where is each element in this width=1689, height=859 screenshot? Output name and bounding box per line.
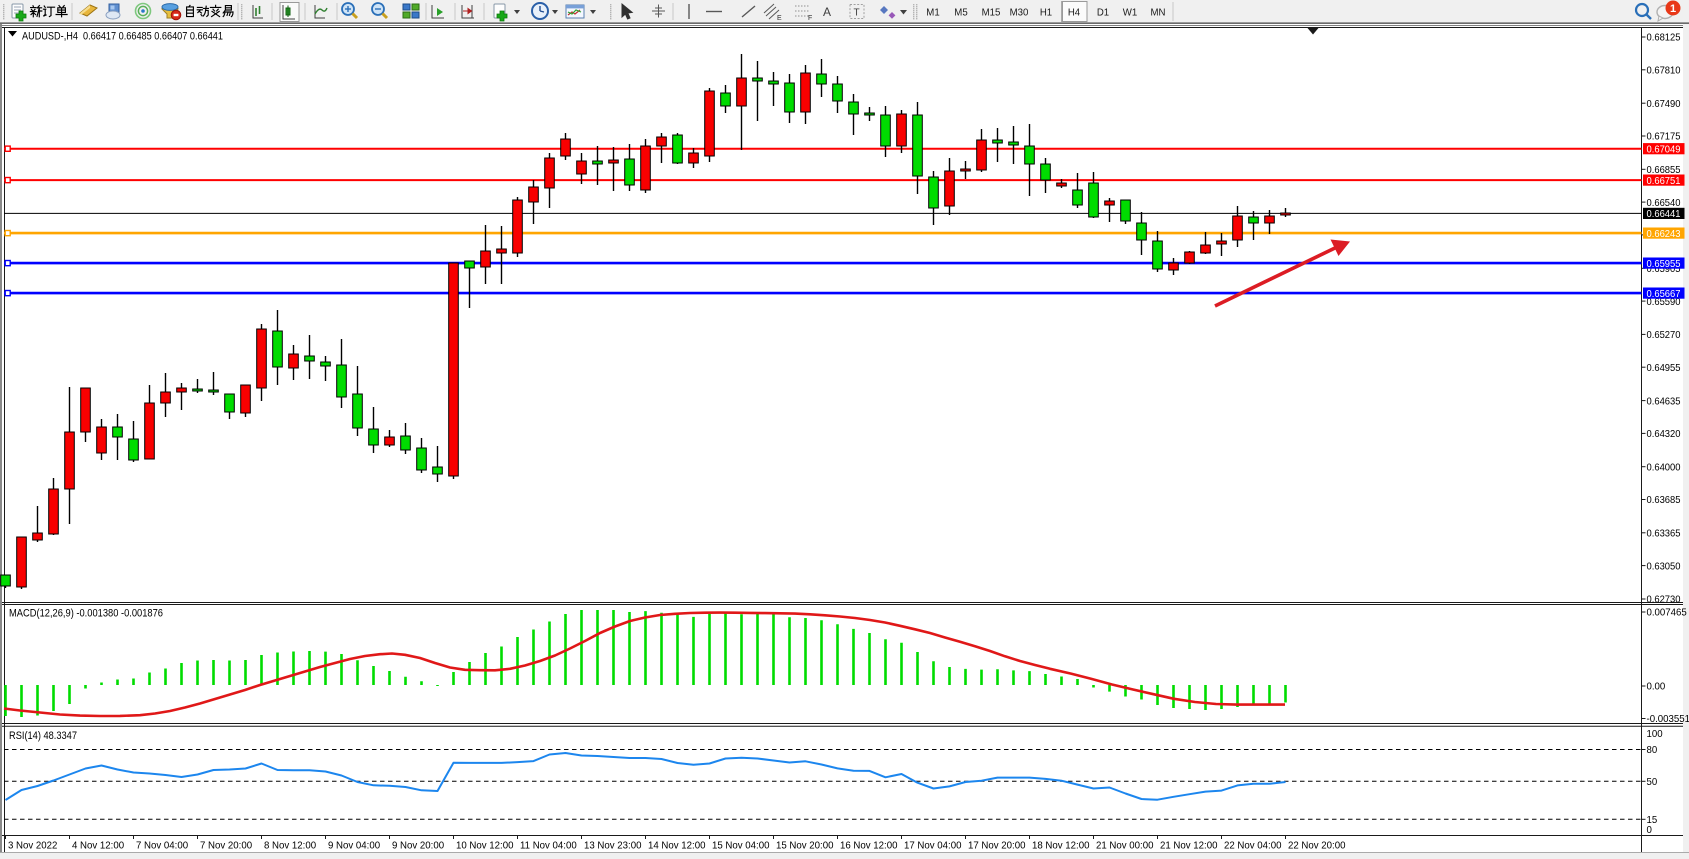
svg-text:0.65955: 0.65955 — [1647, 258, 1681, 270]
svg-text:F: F — [808, 15, 812, 22]
svg-text:0.65270: 0.65270 — [1647, 329, 1681, 341]
svg-text:13 Nov 23:00: 13 Nov 23:00 — [584, 840, 642, 852]
svg-text:22 Nov 20:00: 22 Nov 20:00 — [1288, 840, 1346, 852]
svg-text:10 Nov 12:00: 10 Nov 12:00 — [456, 840, 514, 852]
svg-text:0.64320: 0.64320 — [1647, 428, 1681, 440]
svg-text:100: 100 — [1647, 728, 1663, 740]
svg-text:18 Nov 12:00: 18 Nov 12:00 — [1032, 840, 1090, 852]
svg-text:0.63685: 0.63685 — [1647, 494, 1681, 506]
svg-text:17 Nov 04:00: 17 Nov 04:00 — [904, 840, 962, 852]
svg-text:0.68125: 0.68125 — [1647, 32, 1681, 44]
svg-text:RSI(14) 48.3347: RSI(14) 48.3347 — [9, 730, 77, 742]
svg-text:21 Nov 12:00: 21 Nov 12:00 — [1160, 840, 1218, 852]
svg-text:0.63365: 0.63365 — [1647, 528, 1681, 540]
svg-text:0.63050: 0.63050 — [1647, 560, 1681, 572]
svg-text:MACD(12,26,9) -0.001380 -0.001: MACD(12,26,9) -0.001380 -0.001876 — [9, 608, 163, 620]
svg-text:0.66441: 0.66441 — [1647, 208, 1681, 220]
svg-text:22 Nov 04:00: 22 Nov 04:00 — [1224, 840, 1282, 852]
svg-text:14 Nov 12:00: 14 Nov 12:00 — [648, 840, 706, 852]
svg-text:21 Nov 00:00: 21 Nov 00:00 — [1096, 840, 1154, 852]
svg-text:AUDUSD-,H4 0.66417 0.66485 0.: AUDUSD-,H4 0.66417 0.66485 0.66407 0.664… — [22, 31, 223, 43]
svg-text:0.67810: 0.67810 — [1647, 65, 1681, 77]
svg-text:0.66540: 0.66540 — [1647, 197, 1681, 209]
svg-text:T: T — [854, 8, 860, 19]
svg-text:4 Nov 12:00: 4 Nov 12:00 — [72, 840, 124, 852]
svg-text:15 Nov 20:00: 15 Nov 20:00 — [776, 840, 834, 852]
svg-text:8 Nov 12:00: 8 Nov 12:00 — [264, 840, 316, 852]
svg-text:0.66751: 0.66751 — [1647, 175, 1681, 187]
svg-text:0.64635: 0.64635 — [1647, 395, 1681, 407]
svg-text:0: 0 — [1647, 824, 1653, 836]
svg-text:9 Nov 20:00: 9 Nov 20:00 — [392, 840, 444, 852]
svg-text:0.67049: 0.67049 — [1647, 143, 1681, 155]
svg-text:0.64000: 0.64000 — [1647, 461, 1681, 473]
svg-text:M30: M30 — [1010, 6, 1029, 18]
svg-text:0.66855: 0.66855 — [1647, 164, 1681, 176]
svg-text:0.65667: 0.65667 — [1647, 288, 1681, 300]
svg-text:7 Nov 04:00: 7 Nov 04:00 — [136, 840, 188, 852]
svg-text:0.62730: 0.62730 — [1647, 594, 1681, 606]
svg-text:M1: M1 — [926, 6, 940, 18]
svg-text:H4: H4 — [1068, 6, 1080, 18]
svg-text:A: A — [823, 5, 831, 19]
svg-text:50: 50 — [1647, 776, 1658, 788]
svg-text:0.00: 0.00 — [1647, 681, 1666, 693]
svg-text:MN: MN — [1151, 6, 1166, 18]
svg-text:15 Nov 04:00: 15 Nov 04:00 — [712, 840, 770, 852]
svg-text:M15: M15 — [982, 6, 1001, 18]
svg-text:0.66243: 0.66243 — [1647, 228, 1681, 240]
svg-text:0.67175: 0.67175 — [1647, 131, 1681, 143]
svg-text:M5: M5 — [954, 6, 968, 18]
svg-text:E: E — [777, 15, 782, 22]
svg-text:15: 15 — [1647, 814, 1658, 826]
svg-text:7 Nov 20:00: 7 Nov 20:00 — [200, 840, 252, 852]
svg-text:3 Nov 2022: 3 Nov 2022 — [8, 840, 58, 852]
svg-text:W1: W1 — [1123, 6, 1138, 18]
svg-text:0.007465: 0.007465 — [1647, 607, 1687, 619]
svg-text:1: 1 — [1670, 3, 1676, 15]
svg-text:16 Nov 12:00: 16 Nov 12:00 — [840, 840, 898, 852]
svg-text:H1: H1 — [1040, 6, 1052, 18]
svg-text:-0.003551: -0.003551 — [1647, 713, 1689, 725]
svg-text:9 Nov 04:00: 9 Nov 04:00 — [328, 840, 380, 852]
svg-text:0.65590: 0.65590 — [1647, 296, 1681, 308]
svg-text:0.64955: 0.64955 — [1647, 362, 1681, 374]
svg-text:D1: D1 — [1097, 6, 1109, 18]
svg-text:11 Nov 04:00: 11 Nov 04:00 — [520, 840, 577, 852]
svg-text:80: 80 — [1647, 744, 1658, 756]
svg-text:0.67490: 0.67490 — [1647, 98, 1681, 110]
svg-text:17 Nov 20:00: 17 Nov 20:00 — [968, 840, 1026, 852]
